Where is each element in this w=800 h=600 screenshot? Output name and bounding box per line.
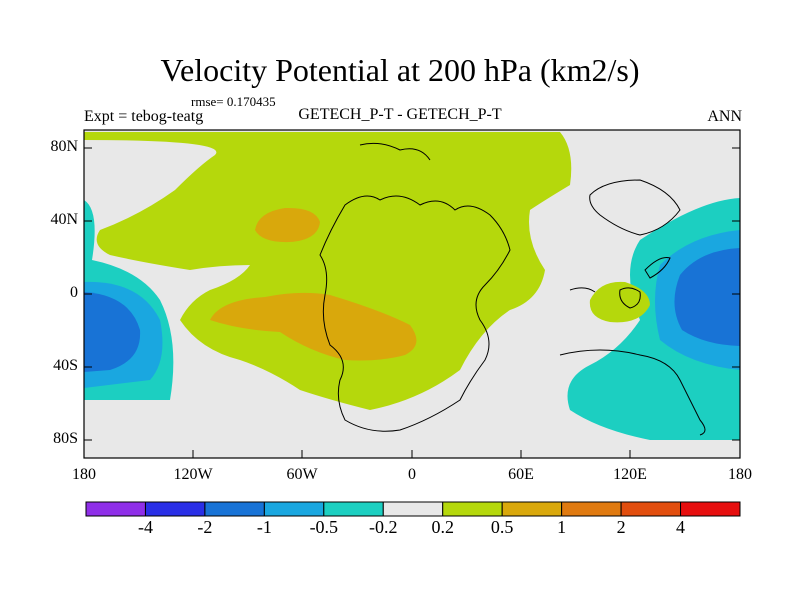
season-label: ANN <box>707 108 742 125</box>
colorbar-label: -0.2 <box>369 517 398 537</box>
colorbar-swatch <box>263 501 325 517</box>
region-positive-small <box>589 281 650 323</box>
experiment-label: Expt = tebog-teatg <box>84 108 204 125</box>
y-tick-label: 80N <box>50 138 78 155</box>
x-tick-label: 0 <box>408 466 416 483</box>
x-ticks <box>83 450 741 458</box>
case-label: GETECH_P-T - GETECH_P-T <box>298 106 502 123</box>
coastlines <box>319 142 706 436</box>
region-positive-main <box>84 132 572 410</box>
coast-island-2 <box>644 257 671 279</box>
x-tick-label: 180 <box>72 466 96 483</box>
colorbar-label: 2 <box>616 517 626 537</box>
colorbar-swatch <box>620 501 682 517</box>
y-ticks <box>84 147 740 441</box>
colorbar-label: -0.5 <box>309 517 339 537</box>
coast-island-1 <box>619 287 641 309</box>
region-right-blue <box>674 248 740 346</box>
colorbar-label: 4 <box>676 517 686 537</box>
colorbar-swatch <box>501 501 563 517</box>
region-orange-north <box>255 207 320 243</box>
colorbar-label: 0.5 <box>490 517 514 537</box>
y-tick-label: 40N <box>50 211 78 228</box>
colorbar-label: 0.2 <box>431 517 454 537</box>
colorbar-swatch <box>442 501 503 517</box>
coast-north <box>359 142 431 161</box>
region-orange-tropical <box>210 292 417 361</box>
y-tick-label: 40S <box>53 357 78 374</box>
colorbar-label: 1 <box>557 517 567 537</box>
colorbar-label: -2 <box>197 517 213 537</box>
coast-island-3 <box>569 287 596 293</box>
chart-title: Velocity Potential at 200 hPa (km2/s) <box>160 52 640 88</box>
x-tick-label: 120E <box>613 466 647 483</box>
colorbar-swatch <box>323 501 384 517</box>
region-left-blue <box>84 292 141 372</box>
y-tick-label: 0 <box>70 284 78 301</box>
coast-antarctic <box>559 349 706 436</box>
x-tick-label: 120W <box>173 466 213 483</box>
rmse-label: rmse= 0.170435 <box>191 94 276 109</box>
x-tick-label: 180 <box>728 466 752 483</box>
coast-east-continent <box>589 179 681 236</box>
colorbar-swatch <box>382 501 444 517</box>
x-tick-label: 60W <box>286 466 318 483</box>
colorbar-swatch <box>144 501 206 517</box>
colorbar-swatch <box>561 501 622 517</box>
colorbar-label: -1 <box>256 517 272 537</box>
colorbar-label: -4 <box>137 517 153 537</box>
colorbar-swatch <box>204 501 265 517</box>
colorbar-swatch <box>680 501 741 517</box>
colorbar-swatch <box>85 501 146 517</box>
x-tick-label: 60E <box>508 466 534 483</box>
coast-americas <box>319 195 511 432</box>
y-tick-label: 80S <box>53 430 78 447</box>
colorbar <box>85 501 741 517</box>
